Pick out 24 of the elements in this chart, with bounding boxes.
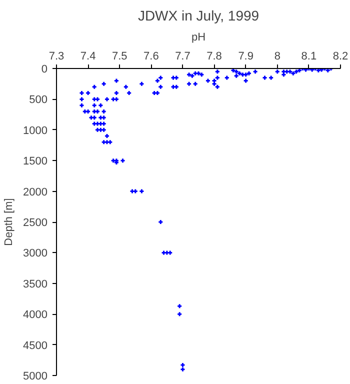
y-tick-label: 1000 (23, 124, 48, 137)
y-tick-label: 3000 (23, 248, 48, 260)
y-tick-label: 4000 (23, 309, 48, 322)
x-tick-label: 8.1 (301, 50, 317, 62)
x-tick-label: 7.5 (112, 50, 128, 62)
y-tick-label: 2500 (23, 217, 48, 229)
x-tick-label: 7.6 (144, 50, 159, 62)
y-tick-label: 0 (41, 64, 48, 76)
y-tick-label: 1500 (23, 156, 48, 168)
x-tick-label: 7.9 (238, 50, 254, 62)
x-tick-label: 7.3 (48, 50, 64, 62)
x-axis-title: pH (191, 32, 206, 44)
x-tick-label: 7.7 (175, 50, 190, 62)
y-axis-title: Depth [m] (3, 198, 16, 246)
chart-title: JDWX in July, 1999 (138, 8, 260, 24)
y-tick-label: 5000 (23, 370, 48, 382)
y-tick-label: 4500 (23, 340, 48, 352)
x-tick-label: 8.2 (332, 50, 348, 62)
x-tick-label: 8 (274, 50, 280, 62)
x-tick-label: 7.8 (206, 50, 222, 62)
y-tick-label: 3500 (23, 278, 48, 290)
x-tick-label: 7.4 (80, 50, 96, 62)
y-tick-label: 2000 (23, 186, 48, 198)
y-tick-label: 500 (29, 94, 48, 106)
